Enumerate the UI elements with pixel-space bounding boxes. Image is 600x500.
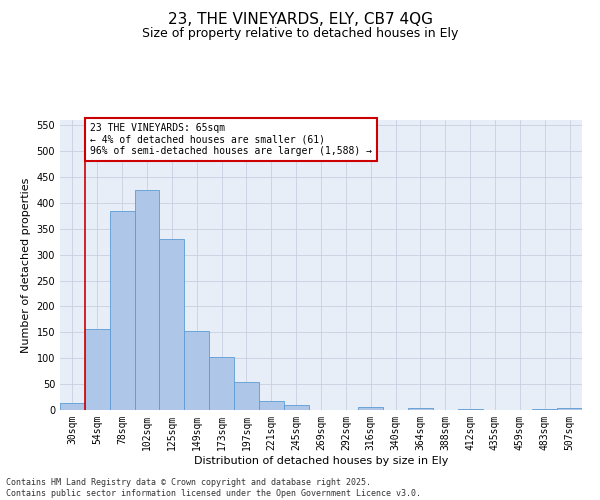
Bar (284, 405, 308, 410)
Bar (184, 332, 209, 410)
Bar (408, 408, 433, 410)
Bar (134, 190, 160, 410)
Bar (259, 400, 284, 410)
Bar (557, 408, 582, 410)
Bar (209, 357, 234, 410)
Bar (160, 239, 184, 410)
Bar (85, 328, 110, 410)
Bar (234, 382, 259, 410)
Y-axis label: Number of detached properties: Number of detached properties (21, 178, 31, 352)
Bar (358, 408, 383, 410)
Text: Contains HM Land Registry data © Crown copyright and database right 2025.
Contai: Contains HM Land Registry data © Crown c… (6, 478, 421, 498)
Text: Size of property relative to detached houses in Ely: Size of property relative to detached ho… (142, 28, 458, 40)
Text: 23 THE VINEYARDS: 65sqm
← 4% of detached houses are smaller (61)
96% of semi-det: 23 THE VINEYARDS: 65sqm ← 4% of detached… (90, 122, 372, 156)
Bar (110, 210, 134, 410)
X-axis label: Distribution of detached houses by size in Ely: Distribution of detached houses by size … (194, 456, 448, 466)
Bar (458, 409, 482, 410)
Bar (60, 404, 85, 410)
Text: 23, THE VINEYARDS, ELY, CB7 4QG: 23, THE VINEYARDS, ELY, CB7 4QG (167, 12, 433, 28)
